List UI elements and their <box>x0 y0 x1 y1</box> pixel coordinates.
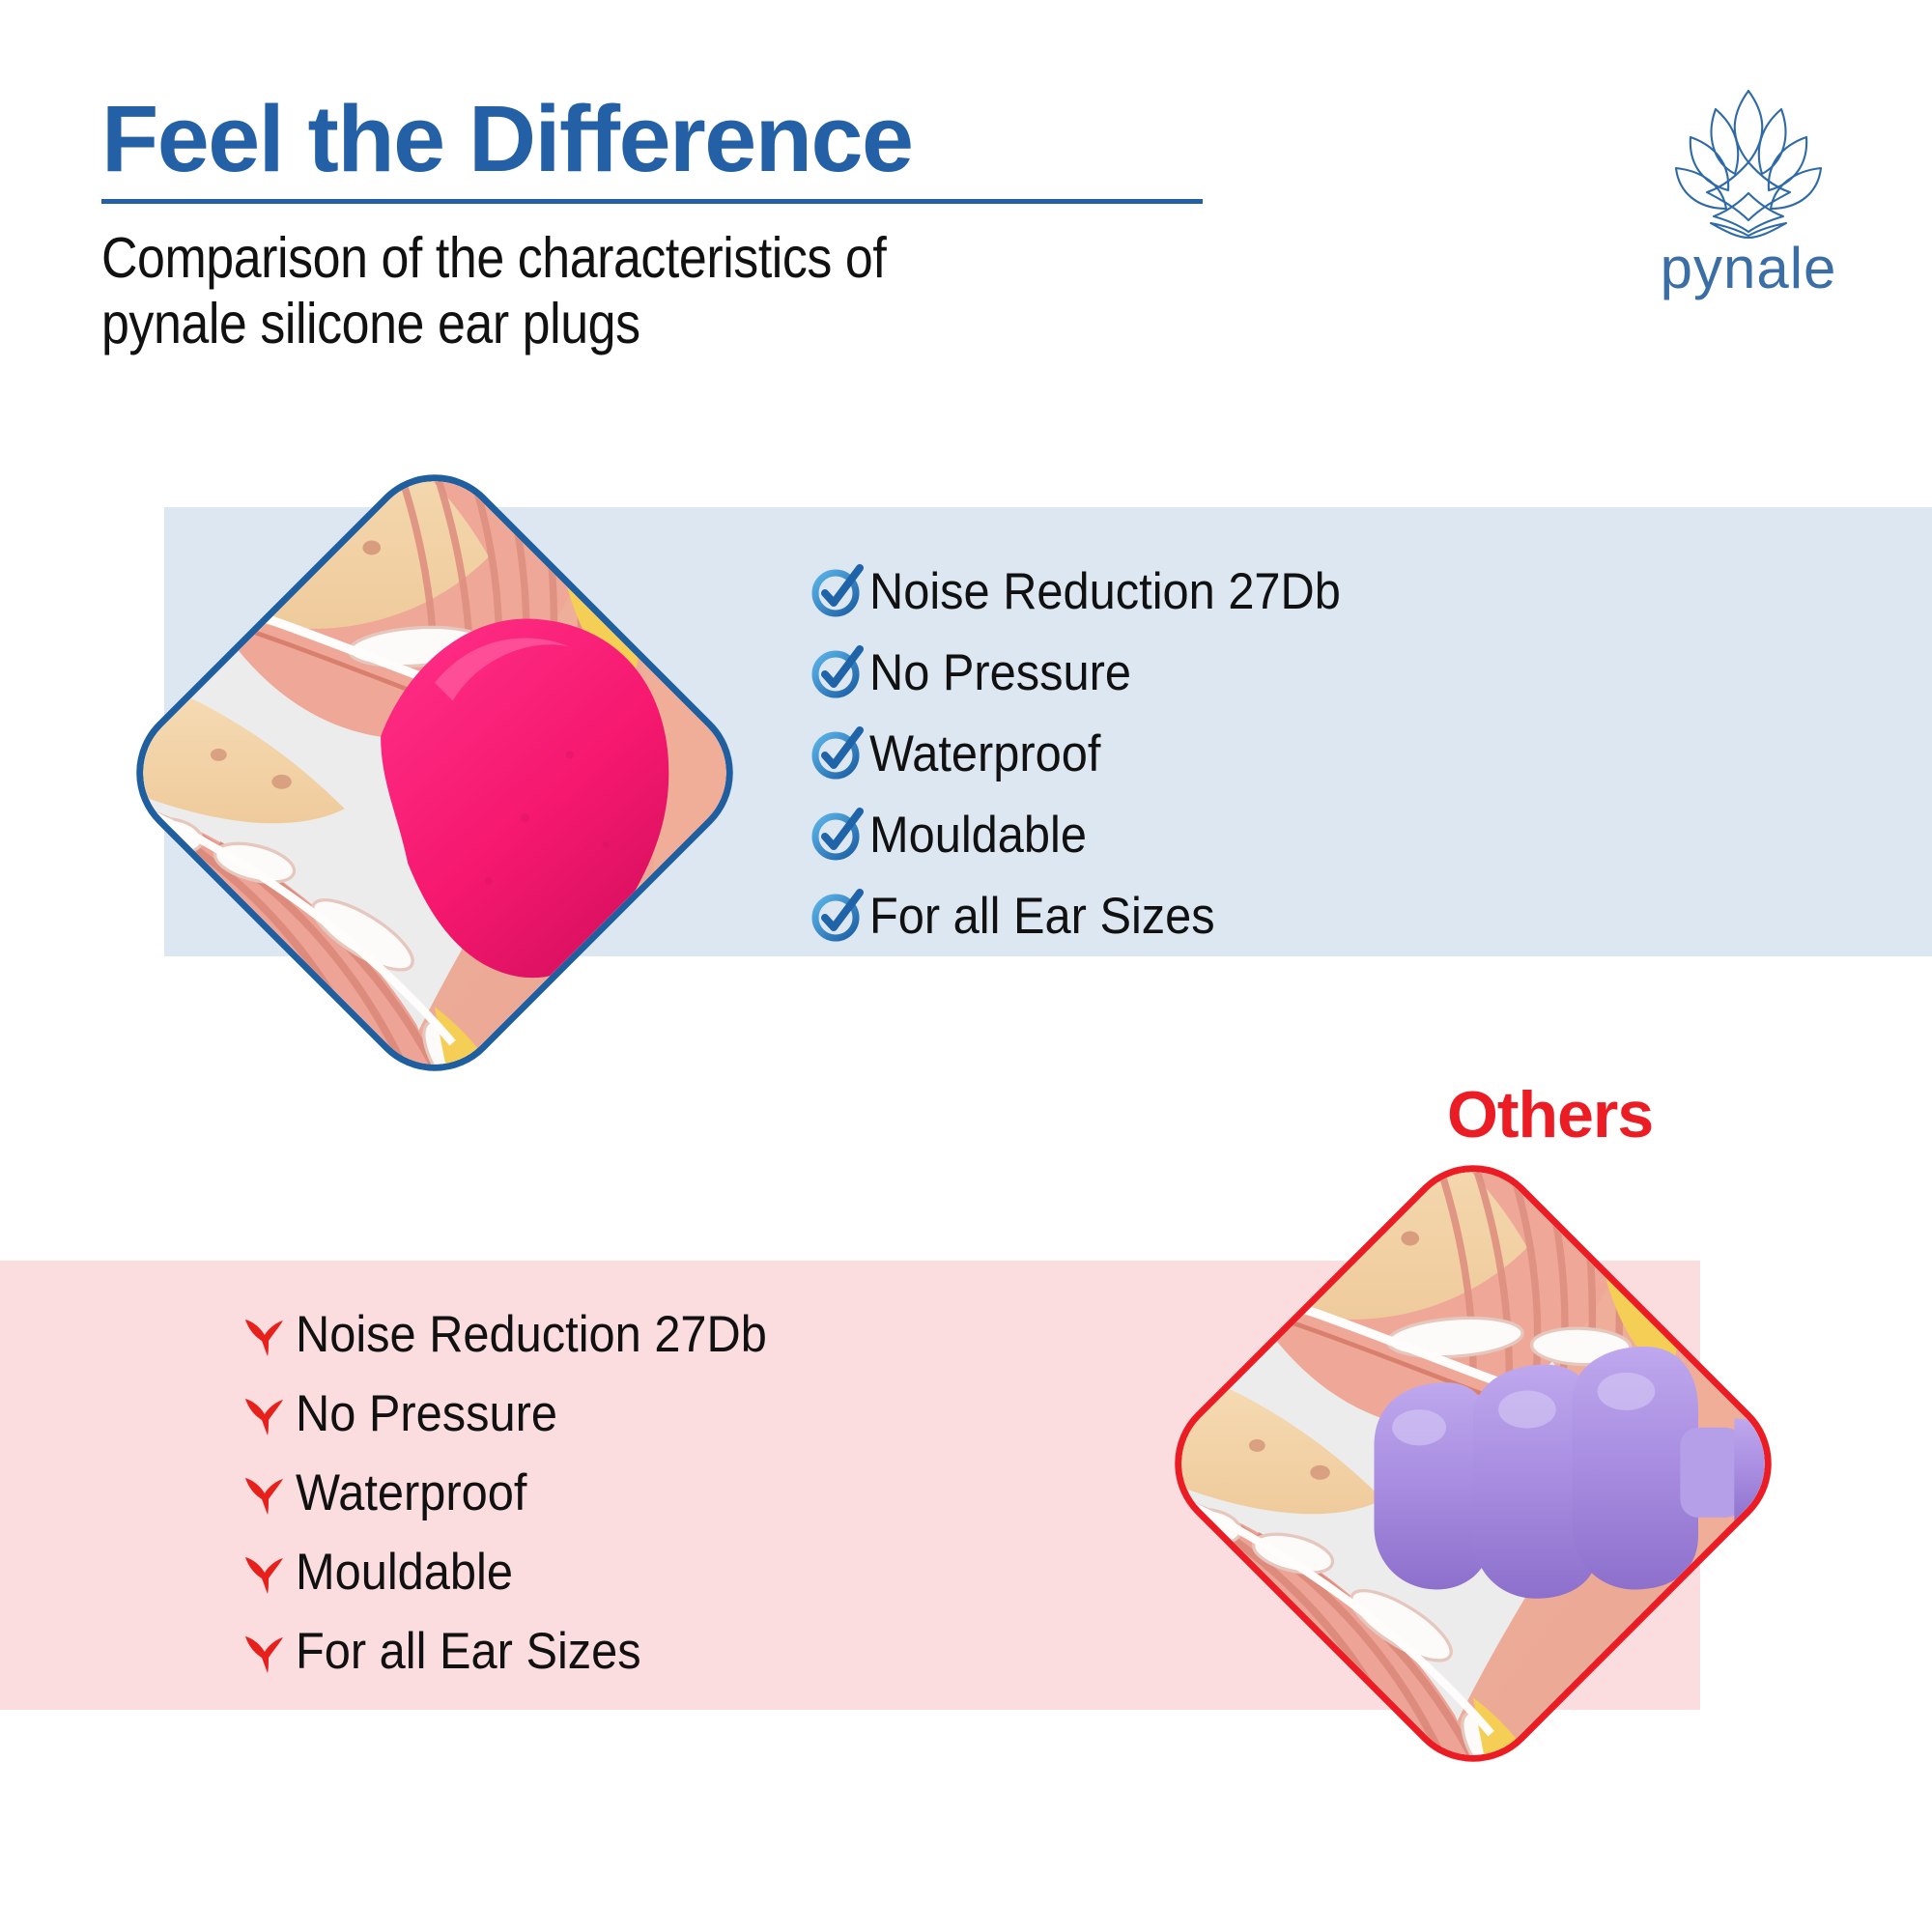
list-item: Mouldable <box>810 794 1679 875</box>
pynale-feature-list: Noise Reduction 27Db No Pressure Waterpr… <box>810 551 1679 956</box>
check-circle-icon <box>810 644 869 700</box>
feature-label: Waterproof <box>296 1463 527 1521</box>
list-item: No Pressure <box>240 1374 1109 1453</box>
feature-label: No Pressure <box>296 1384 557 1442</box>
page-title: Feel the Difference <box>101 86 914 191</box>
cross-icon <box>240 1627 296 1675</box>
page-subtitle: Comparison of the characteristics of pyn… <box>101 225 1164 357</box>
check-circle-icon <box>810 725 869 781</box>
list-item: Noise Reduction 27Db <box>810 551 1679 632</box>
check-circle-icon <box>810 807 869 863</box>
cross-icon <box>240 1468 296 1517</box>
list-item: Waterproof <box>240 1453 1109 1532</box>
list-item: Mouldable <box>240 1532 1109 1611</box>
brand-logo: pynale <box>1633 77 1864 300</box>
cross-icon <box>240 1310 296 1358</box>
feature-label: No Pressure <box>869 643 1131 701</box>
list-item: Waterproof <box>810 713 1679 794</box>
header-block: Feel the Difference Comparison of the ch… <box>101 92 1309 357</box>
subtitle-line-1: Comparison of the characteristics of <box>101 226 887 290</box>
pinecone-logo-icon <box>1674 89 1823 240</box>
feature-label: For all Ear Sizes <box>869 887 1215 945</box>
cross-icon <box>240 1389 296 1437</box>
cross-icon <box>240 1548 296 1596</box>
title-underline-divider <box>101 199 1203 204</box>
feature-label: Mouldable <box>869 806 1087 864</box>
list-item: For all Ear Sizes <box>240 1611 1109 1690</box>
others-earplug <box>1374 1346 1802 1599</box>
subtitle-line-2: pynale silicone ear plugs <box>101 292 640 356</box>
feature-label: Waterproof <box>869 724 1101 782</box>
check-circle-icon <box>810 563 869 619</box>
feature-label: Mouldable <box>296 1543 513 1601</box>
list-item: Noise Reduction 27Db <box>240 1294 1109 1374</box>
others-feature-list: Noise Reduction 27Db No Pressure Waterpr… <box>240 1294 1109 1690</box>
list-item: For all Ear Sizes <box>810 875 1679 956</box>
check-circle-icon <box>810 888 869 944</box>
logo-wordmark: pynale <box>1660 236 1837 300</box>
list-item: No Pressure <box>810 632 1679 713</box>
feature-label: For all Ear Sizes <box>296 1622 641 1680</box>
feature-label: Noise Reduction 27Db <box>869 562 1341 620</box>
pynale-earplug <box>381 618 669 979</box>
feature-label: Noise Reduction 27Db <box>296 1305 767 1363</box>
others-heading: Others <box>1447 1078 1654 1151</box>
